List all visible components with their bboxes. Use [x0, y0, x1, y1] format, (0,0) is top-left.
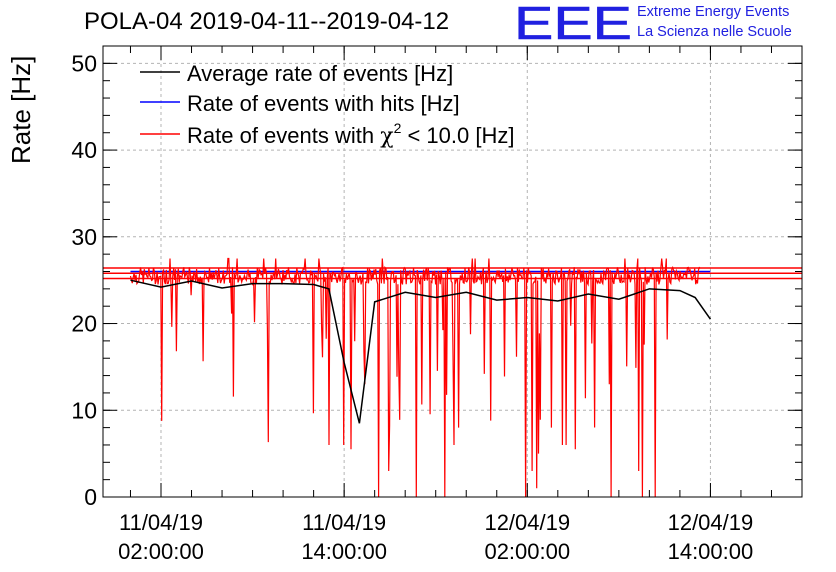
legend-label-hits: Rate of events with hits [Hz] — [187, 91, 460, 116]
x-tick-label-date: 12/04/19 — [484, 510, 570, 535]
y-tick-label: 50 — [71, 50, 97, 76]
x-tick-label-date: 11/04/19 — [119, 510, 203, 535]
y-tick-label: 0 — [84, 484, 97, 510]
series-average — [130, 279, 712, 424]
chart-legend: Average rate of events [Hz] Rate of event… — [140, 61, 514, 149]
x-tick-label-time: 02:00:00 — [118, 539, 204, 564]
x-tick-label-date: 11/04/19 — [302, 510, 386, 535]
eee-logo-text: EEE — [514, 4, 632, 42]
chart-title: POLA-04 2019-04-11--2019-04-12 — [84, 8, 450, 35]
logo-line2: La Scienza nelle Scuole — [637, 24, 792, 40]
x-tick-label-time: 02:00:00 — [484, 539, 570, 564]
y-tick-label: 40 — [71, 137, 97, 163]
legend-label-chi2: Rate of events with χ2 < 10.0 [Hz] — [187, 120, 514, 149]
chart-axes: 0 10 20 30 40 50 11/04/19 02:00:00 11/04/19 14:00… — [71, 45, 803, 564]
chart-series — [103, 257, 802, 498]
eee-logo: EEE — [514, 4, 632, 42]
x-tick-label-time: 14:00:00 — [668, 539, 754, 564]
legend-label-average: Average rate of events [Hz] — [187, 61, 453, 86]
y-tick-label: 10 — [71, 397, 97, 423]
y-tick-label: 20 — [71, 311, 97, 337]
x-tick-label-time: 14:00:00 — [301, 539, 387, 564]
x-tick-label-date: 12/04/19 — [668, 510, 754, 535]
logo-line1: Extreme Energy Events — [637, 4, 790, 20]
y-tick-label: 30 — [71, 224, 97, 250]
